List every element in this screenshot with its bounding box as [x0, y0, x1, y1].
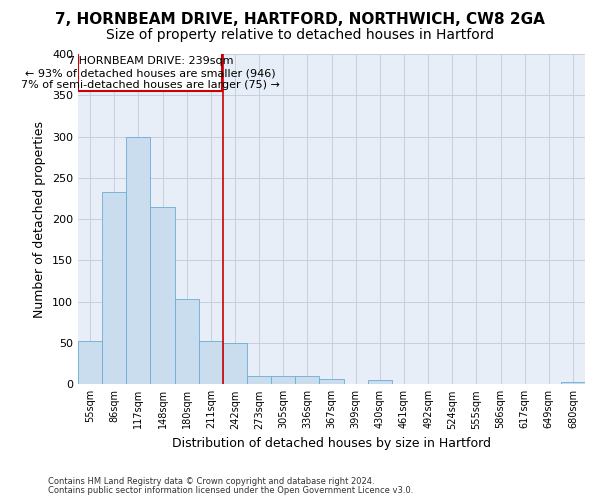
Text: ← 93% of detached houses are smaller (946): ← 93% of detached houses are smaller (94…	[25, 68, 276, 78]
Bar	[295, 376, 319, 384]
X-axis label: Distribution of detached houses by size in Hartford: Distribution of detached houses by size …	[172, 437, 491, 450]
Bar	[102, 192, 126, 384]
Y-axis label: Number of detached properties: Number of detached properties	[34, 120, 46, 318]
Bar	[247, 376, 271, 384]
Bar	[199, 342, 223, 384]
Bar	[175, 300, 199, 384]
Text: Size of property relative to detached houses in Hartford: Size of property relative to detached ho…	[106, 28, 494, 42]
Bar	[561, 382, 585, 384]
Text: 7% of semi-detached houses are larger (75) →: 7% of semi-detached houses are larger (7…	[21, 80, 280, 90]
Text: Contains public sector information licensed under the Open Government Licence v3: Contains public sector information licen…	[48, 486, 413, 495]
Text: Contains HM Land Registry data © Crown copyright and database right 2024.: Contains HM Land Registry data © Crown c…	[48, 477, 374, 486]
Bar	[271, 376, 295, 384]
Bar	[126, 136, 151, 384]
Bar	[319, 378, 344, 384]
Bar	[78, 342, 102, 384]
Bar	[368, 380, 392, 384]
Text: 7 HORNBEAM DRIVE: 239sqm: 7 HORNBEAM DRIVE: 239sqm	[68, 56, 233, 66]
FancyBboxPatch shape	[79, 50, 223, 91]
Bar	[223, 343, 247, 384]
Text: 7, HORNBEAM DRIVE, HARTFORD, NORTHWICH, CW8 2GA: 7, HORNBEAM DRIVE, HARTFORD, NORTHWICH, …	[55, 12, 545, 28]
Bar	[151, 207, 175, 384]
